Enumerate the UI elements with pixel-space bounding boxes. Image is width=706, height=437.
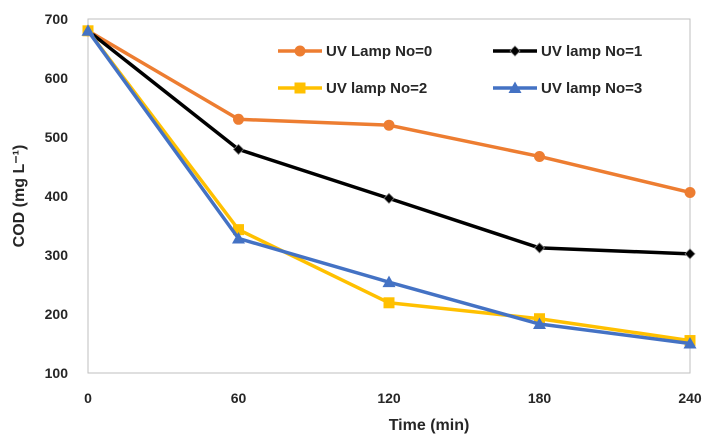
x-tick-label: 0 <box>84 390 92 406</box>
data-point-uv-lamp-no-3 <box>81 24 95 36</box>
data-point-uv-lamp-no-3 <box>382 275 396 288</box>
legend-label-uv-lamp-no-3: UV lamp No=3 <box>541 80 642 97</box>
legend-label-uv-lamp-no-1: UV lamp No=1 <box>541 43 642 60</box>
legend-marker-uv-lamp-no-1 <box>509 45 521 57</box>
x-tick-label: 180 <box>528 390 552 406</box>
y-tick-label: 500 <box>45 129 69 145</box>
legend-label-uv-lamp-no-0: UV Lamp No=0 <box>326 43 432 60</box>
y-tick-label: 300 <box>45 247 69 263</box>
data-point-uv-lamp-no-1 <box>383 192 395 204</box>
data-point-uv-lamp-no-0 <box>534 150 545 162</box>
data-point-uv-lamp-no-2 <box>383 297 395 309</box>
data-point-uv-lamp-no-0 <box>233 113 244 125</box>
y-tick-label: 700 <box>45 11 69 27</box>
y-tick-label: 100 <box>45 365 69 381</box>
x-tick-label: 240 <box>678 390 702 406</box>
legend-marker-uv-lamp-no-0 <box>294 45 306 57</box>
data-point-uv-lamp-no-0 <box>684 186 696 198</box>
y-tick-label: 600 <box>45 70 69 86</box>
y-tick-label: 400 <box>45 188 69 204</box>
x-tick-label: 120 <box>377 390 401 406</box>
data-point-uv-lamp-no-1 <box>684 248 696 260</box>
x-tick-label: 60 <box>231 390 247 406</box>
series-line-uv-lamp-no-1 <box>86 29 692 256</box>
series-line-uv-lamp-no-2 <box>86 29 692 343</box>
data-point-uv-lamp-no-1 <box>533 242 546 254</box>
data-point-uv-lamp-no-3 <box>232 231 245 244</box>
y-axis-title: COD (mg L⁻¹) <box>11 145 28 248</box>
data-point-uv-lamp-no-2 <box>233 224 244 236</box>
data-point-uv-lamp-no-3 <box>533 317 546 330</box>
x-axis-title: Time (min) <box>389 417 470 434</box>
data-point-uv-lamp-no-3 <box>683 337 697 349</box>
data-point-uv-lamp-no-1 <box>232 143 245 155</box>
legend-marker-uv-lamp-no-3 <box>508 81 522 93</box>
legend-marker-uv-lamp-no-2 <box>294 82 306 94</box>
data-point-uv-lamp-no-0 <box>383 119 395 131</box>
legend-label-uv-lamp-no-2: UV lamp No=2 <box>326 80 427 97</box>
y-tick-label: 200 <box>45 306 69 322</box>
series-line-uv-lamp-no-3 <box>86 29 692 346</box>
